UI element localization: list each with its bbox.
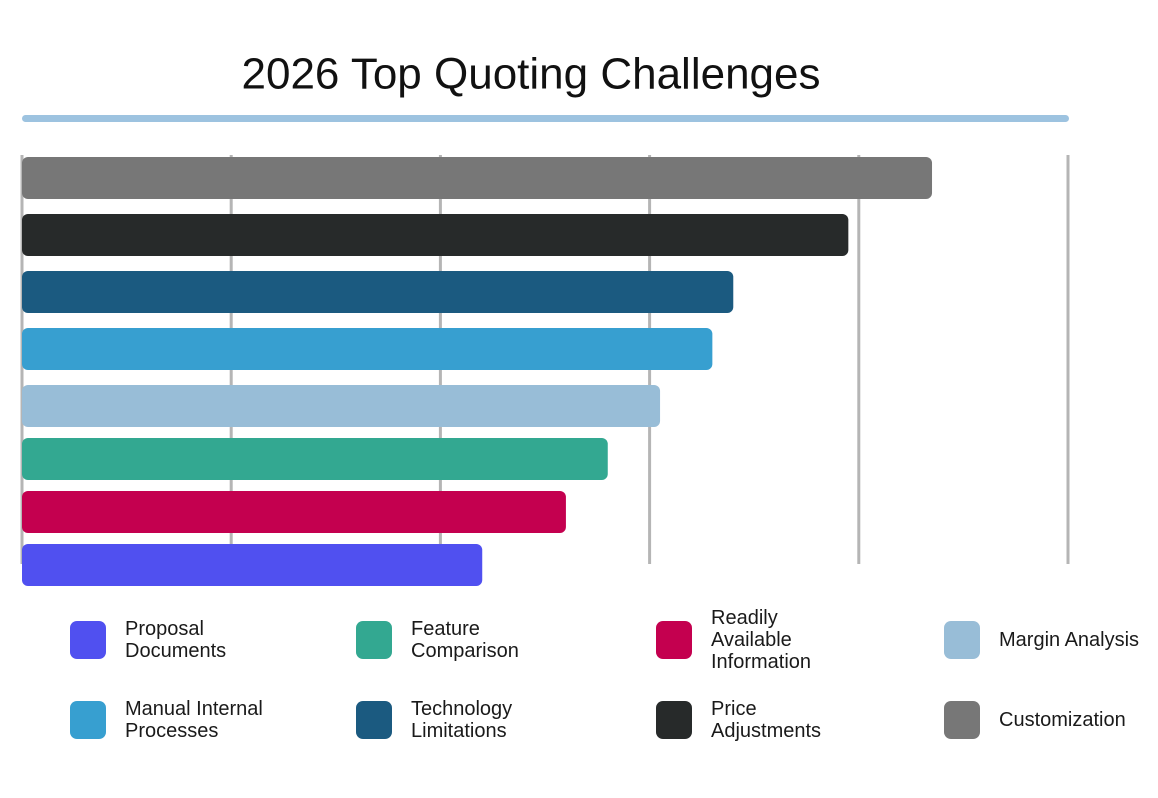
legend-item: Manual Internal Processes	[70, 690, 290, 750]
bar	[22, 214, 849, 256]
legend-item: Feature Comparison	[356, 610, 566, 670]
legend-label: Margin Analysis	[999, 629, 1140, 651]
legend-label: Manual Internal Processes	[125, 698, 263, 742]
legend-item: Margin Analysis	[944, 610, 1149, 670]
bar	[22, 544, 483, 586]
legend-swatch	[356, 621, 392, 659]
legend-item: Readily Available Information	[656, 607, 831, 673]
legend-swatch	[944, 621, 980, 659]
legend-swatch	[70, 701, 106, 739]
legend-item: Proposal Documents	[70, 610, 290, 670]
legend-item: Customization	[944, 690, 1149, 750]
legend-label: Technology Limitations	[411, 698, 513, 742]
legend-label: Proposal Documents	[125, 618, 227, 662]
chart-title: 2026 Top Quoting Challenges	[242, 50, 821, 99]
legend-swatch	[70, 621, 106, 659]
bar	[22, 328, 713, 370]
bar	[22, 438, 608, 480]
title-rule	[22, 115, 1069, 122]
legend-label: Price Adjustments	[711, 698, 822, 742]
legend-item: Technology Limitations	[356, 690, 566, 750]
legend-swatch	[656, 621, 692, 659]
bar	[22, 157, 933, 199]
chart: 2026 Top Quoting Challenges	[20, 50, 1070, 586]
legend-swatch	[356, 701, 392, 739]
legend-item: Price Adjustments	[656, 690, 831, 750]
legend-label: Readily Available Information	[711, 607, 812, 673]
legend-label: Customization	[999, 709, 1126, 731]
legend-swatch	[944, 701, 980, 739]
legend-label: Feature Comparison	[411, 618, 519, 662]
legend-swatch	[656, 701, 692, 739]
bar	[22, 491, 566, 533]
bar	[22, 385, 661, 427]
bar	[22, 271, 734, 313]
